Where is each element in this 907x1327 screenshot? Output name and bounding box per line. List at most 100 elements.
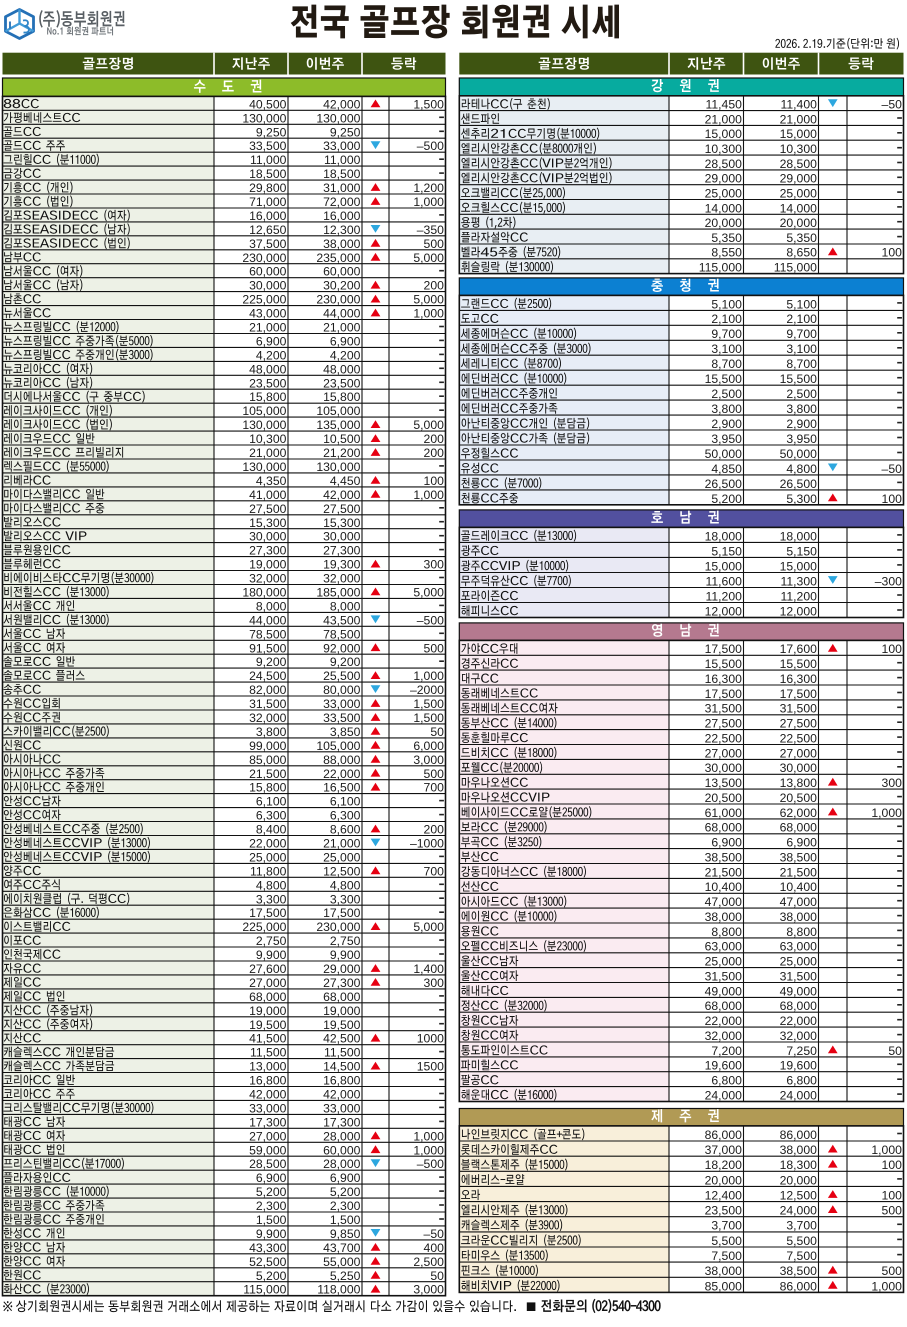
svg-text:27,300: 27,300 bbox=[323, 544, 360, 558]
svg-text:50,000: 50,000 bbox=[705, 447, 742, 461]
svg-text:28,000: 28,000 bbox=[323, 1157, 360, 1171]
svg-text:92,000: 92,000 bbox=[323, 641, 360, 655]
svg-text:8,650: 8,650 bbox=[786, 246, 817, 260]
svg-text:11,450: 11,450 bbox=[706, 98, 743, 112]
svg-text:300: 300 bbox=[424, 976, 445, 990]
svg-text:130,000: 130,000 bbox=[242, 418, 286, 432]
svg-text:14,000: 14,000 bbox=[780, 201, 817, 215]
svg-text:2,500: 2,500 bbox=[711, 387, 742, 401]
svg-text:185,000: 185,000 bbox=[316, 586, 360, 600]
svg-text:25,000: 25,000 bbox=[705, 187, 742, 201]
svg-text:38,000: 38,000 bbox=[780, 1143, 817, 1157]
svg-text:26,500: 26,500 bbox=[705, 477, 742, 491]
svg-text:2,100: 2,100 bbox=[711, 312, 742, 326]
svg-text:200: 200 bbox=[424, 432, 445, 446]
svg-text:68,000: 68,000 bbox=[780, 999, 817, 1013]
svg-text:22,000: 22,000 bbox=[323, 767, 360, 781]
svg-text:3,700: 3,700 bbox=[711, 1219, 742, 1233]
svg-text:8,550: 8,550 bbox=[711, 246, 742, 260]
svg-text:20,500: 20,500 bbox=[780, 791, 817, 805]
svg-text:1,500: 1,500 bbox=[413, 97, 444, 111]
svg-text:105,000: 105,000 bbox=[316, 404, 360, 418]
svg-text:118,000: 118,000 bbox=[317, 1283, 360, 1297]
svg-text:2,300: 2,300 bbox=[330, 1199, 361, 1213]
svg-text:18,200: 18,200 bbox=[705, 1158, 742, 1172]
svg-text:5,200: 5,200 bbox=[330, 1185, 361, 1199]
svg-text:23,500: 23,500 bbox=[323, 376, 360, 390]
svg-text:9,900: 9,900 bbox=[256, 1227, 287, 1241]
svg-text:15,500: 15,500 bbox=[780, 372, 817, 386]
svg-text:61,000: 61,000 bbox=[705, 806, 742, 820]
svg-text:15,500: 15,500 bbox=[705, 657, 742, 671]
svg-text:22,000: 22,000 bbox=[705, 1014, 742, 1028]
svg-text:3,700: 3,700 bbox=[786, 1219, 817, 1233]
svg-text:5,250: 5,250 bbox=[330, 1269, 361, 1283]
svg-text:17,500: 17,500 bbox=[705, 642, 742, 656]
svg-text:–500: –500 bbox=[417, 139, 444, 153]
svg-text:400: 400 bbox=[424, 1241, 445, 1255]
svg-text:9,200: 9,200 bbox=[330, 655, 361, 669]
svg-text:30,000: 30,000 bbox=[249, 530, 286, 544]
svg-text:–500: –500 bbox=[417, 613, 444, 627]
svg-text:200: 200 bbox=[424, 823, 445, 837]
svg-text:37,000: 37,000 bbox=[705, 1143, 742, 1157]
svg-text:9,900: 9,900 bbox=[330, 948, 361, 962]
svg-text:60,000: 60,000 bbox=[323, 265, 360, 279]
svg-text:–50: –50 bbox=[882, 98, 903, 112]
svg-text:12,000: 12,000 bbox=[780, 604, 817, 618]
svg-text:5,000: 5,000 bbox=[413, 920, 444, 934]
svg-text:15,800: 15,800 bbox=[323, 390, 360, 404]
svg-text:42,500: 42,500 bbox=[323, 1032, 360, 1046]
svg-text:5,000: 5,000 bbox=[413, 293, 444, 307]
svg-text:19,000: 19,000 bbox=[249, 1004, 286, 1018]
svg-text:4,800: 4,800 bbox=[330, 878, 361, 892]
svg-text:42,000: 42,000 bbox=[323, 1088, 360, 1102]
svg-text:1,000: 1,000 bbox=[413, 307, 444, 321]
svg-text:28,500: 28,500 bbox=[705, 157, 742, 171]
svg-text:6,800: 6,800 bbox=[786, 1074, 817, 1088]
svg-text:3,800: 3,800 bbox=[711, 402, 742, 416]
svg-text:78,500: 78,500 bbox=[323, 627, 360, 641]
svg-text:230,000: 230,000 bbox=[242, 251, 286, 265]
svg-text:4,800: 4,800 bbox=[786, 462, 817, 476]
svg-text:500: 500 bbox=[424, 641, 445, 655]
svg-text:4,200: 4,200 bbox=[330, 348, 361, 362]
svg-text:32,000: 32,000 bbox=[780, 1029, 817, 1043]
svg-text:47,000: 47,000 bbox=[705, 895, 742, 909]
svg-text:16,000: 16,000 bbox=[249, 209, 286, 223]
svg-text:130,000: 130,000 bbox=[316, 111, 360, 125]
svg-text:50: 50 bbox=[888, 1044, 902, 1058]
svg-text:41,500: 41,500 bbox=[249, 1032, 286, 1046]
svg-text:12,650: 12,650 bbox=[249, 223, 286, 237]
svg-text:60,000: 60,000 bbox=[323, 1143, 360, 1157]
svg-text:100: 100 bbox=[882, 1189, 903, 1203]
svg-text:12,500: 12,500 bbox=[323, 864, 360, 878]
svg-text:27,000: 27,000 bbox=[705, 746, 742, 760]
svg-text:2,300: 2,300 bbox=[256, 1199, 287, 1213]
svg-text:6,900: 6,900 bbox=[330, 335, 361, 349]
svg-text:29,000: 29,000 bbox=[323, 962, 360, 976]
svg-text:38,000: 38,000 bbox=[323, 237, 360, 251]
svg-text:180,000: 180,000 bbox=[242, 586, 286, 600]
svg-text:3,100: 3,100 bbox=[711, 342, 742, 356]
svg-text:1,000: 1,000 bbox=[413, 669, 444, 683]
svg-text:500: 500 bbox=[882, 1264, 903, 1278]
svg-text:14,000: 14,000 bbox=[705, 201, 742, 215]
svg-text:68,000: 68,000 bbox=[780, 821, 817, 835]
svg-text:17,600: 17,600 bbox=[780, 642, 817, 656]
svg-text:11,600: 11,600 bbox=[706, 574, 743, 588]
svg-text:82,000: 82,000 bbox=[249, 683, 286, 697]
svg-text:500: 500 bbox=[424, 767, 445, 781]
svg-text:300: 300 bbox=[424, 558, 445, 572]
svg-text:68,000: 68,000 bbox=[705, 821, 742, 835]
svg-text:50: 50 bbox=[430, 1269, 444, 1283]
svg-text:37,500: 37,500 bbox=[249, 237, 286, 251]
svg-text:1,500: 1,500 bbox=[413, 711, 444, 725]
svg-text:17,300: 17,300 bbox=[323, 1115, 360, 1129]
svg-text:6,300: 6,300 bbox=[256, 809, 287, 823]
svg-text:8,000: 8,000 bbox=[330, 599, 361, 613]
svg-text:28,500: 28,500 bbox=[249, 1157, 286, 1171]
svg-text:27,500: 27,500 bbox=[705, 717, 742, 731]
svg-text:68,000: 68,000 bbox=[705, 999, 742, 1013]
svg-text:100: 100 bbox=[882, 492, 903, 506]
